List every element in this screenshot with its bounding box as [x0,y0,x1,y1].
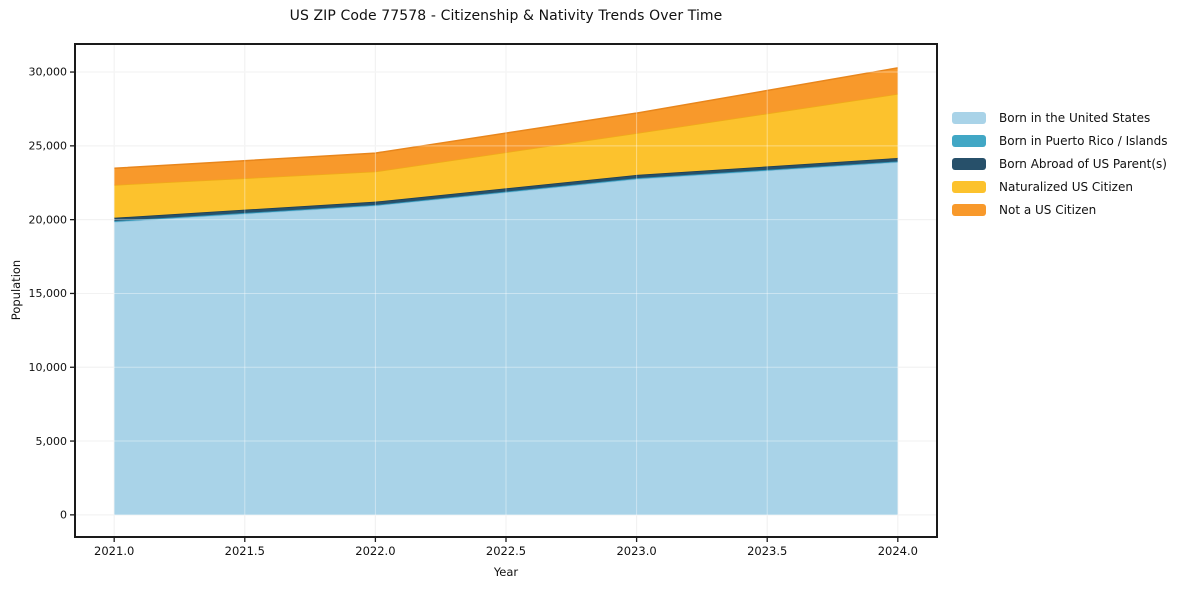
y-tick-label: 30,000 [29,66,68,79]
legend-label: Born in the United States [999,110,1151,125]
area-band [114,93,898,218]
legend-label: Naturalized US Citizen [999,179,1133,194]
x-tick-label: 2022.5 [486,544,526,558]
x-tick-label: 2024.0 [878,544,918,558]
area-band [114,157,898,221]
legend-label: Not a US Citizen [999,202,1097,217]
x-tick-label: 2021.5 [225,544,265,558]
area-band [114,67,898,185]
legend-item: Born in Puerto Rico / Islands [952,129,1168,152]
chart-title: US ZIP Code 77578 - Citizenship & Nativi… [289,8,723,24]
y-tick-label: 10,000 [29,361,68,374]
legend-swatch [952,134,986,147]
legend-swatch [952,111,986,124]
y-tick-label: 20,000 [29,213,68,226]
y-tick-label: 0 [60,509,67,522]
x-tick-label: 2023.5 [747,544,787,558]
legend-item: Born Abroad of US Parent(s) [952,152,1168,175]
legend-item: Naturalized US Citizen [952,175,1168,198]
legend-item: Born in the United States [952,106,1168,129]
x-axis-label: Year [493,565,519,579]
legend: Born in the United States Born in Puerto … [952,106,1168,221]
legend-swatch [952,203,986,216]
x-tick-label: 2022.0 [355,544,395,558]
legend-swatch [952,157,986,170]
area-band-edge [114,67,898,170]
legend-item: Not a US Citizen [952,198,1168,221]
x-tick-label: 2021.0 [94,544,134,558]
y-tick-label: 25,000 [29,140,68,153]
y-axis-label: Population [9,259,23,321]
area-band [114,162,898,515]
legend-label: Born in Puerto Rico / Islands [999,133,1168,148]
y-tick-label: 15,000 [29,287,68,300]
y-tick-label: 5,000 [36,435,68,448]
legend-swatch [952,180,986,193]
legend-label: Born Abroad of US Parent(s) [999,156,1167,171]
x-tick-label: 2023.0 [616,544,656,558]
